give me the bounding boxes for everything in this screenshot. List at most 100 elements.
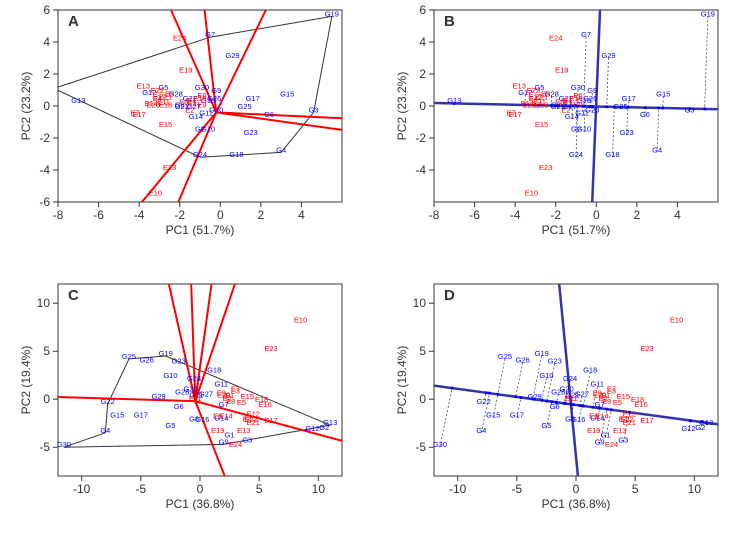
svg-text:E8: E8	[179, 97, 188, 106]
svg-text:E16: E16	[569, 94, 582, 103]
svg-text:E24: E24	[229, 440, 242, 449]
svg-text:G13: G13	[71, 96, 85, 105]
svg-text:-4: -4	[39, 163, 50, 177]
svg-text:G17: G17	[510, 410, 524, 419]
svg-text:E14: E14	[219, 411, 232, 420]
svg-text:E17: E17	[508, 110, 521, 119]
svg-text:G12: G12	[305, 424, 319, 433]
svg-text:G18: G18	[583, 365, 597, 374]
svg-text:E15: E15	[535, 120, 548, 129]
svg-text:E23: E23	[163, 163, 176, 172]
svg-text:G29: G29	[601, 51, 615, 60]
svg-text:G29: G29	[527, 392, 541, 401]
svg-text:E18: E18	[631, 395, 644, 404]
svg-text:-10: -10	[73, 482, 91, 496]
svg-text:E13: E13	[613, 426, 626, 435]
svg-text:5: 5	[256, 482, 263, 496]
svg-text:C: C	[68, 287, 79, 304]
svg-text:-2: -2	[174, 208, 185, 222]
svg-text:E18: E18	[535, 101, 548, 110]
svg-text:-6: -6	[93, 208, 104, 222]
svg-text:2: 2	[43, 67, 50, 81]
svg-text:G6: G6	[550, 402, 560, 411]
svg-text:G23: G23	[244, 128, 258, 137]
svg-text:G30: G30	[57, 440, 71, 449]
svg-text:6: 6	[43, 3, 50, 17]
svg-text:G23: G23	[172, 357, 186, 366]
svg-text:0: 0	[419, 99, 426, 113]
svg-text:E24: E24	[173, 33, 186, 42]
svg-text:-5: -5	[39, 440, 50, 454]
svg-text:G18: G18	[605, 150, 619, 159]
svg-text:E20: E20	[147, 101, 160, 110]
svg-text:0: 0	[419, 392, 426, 406]
svg-text:5: 5	[419, 344, 426, 358]
svg-text:10: 10	[688, 482, 702, 496]
svg-text:G16: G16	[571, 415, 585, 424]
svg-text:E10: E10	[670, 315, 683, 324]
svg-text:4: 4	[298, 208, 305, 222]
svg-text:E23: E23	[640, 344, 653, 353]
svg-text:PC2 (23.2%): PC2 (23.2%)	[19, 72, 33, 141]
svg-text:G24: G24	[193, 150, 207, 159]
svg-text:G4: G4	[652, 145, 662, 154]
svg-text:G16: G16	[195, 415, 209, 424]
svg-text:0: 0	[197, 482, 204, 496]
svg-text:-5: -5	[415, 440, 426, 454]
svg-text:G26: G26	[516, 356, 530, 365]
svg-text:PC1 (36.8%): PC1 (36.8%)	[542, 497, 611, 511]
svg-text:G20: G20	[209, 105, 223, 114]
svg-text:PC1 (51.7%): PC1 (51.7%)	[542, 223, 611, 237]
svg-text:E22: E22	[527, 86, 540, 95]
svg-text:G6: G6	[264, 110, 274, 119]
svg-text:-10: -10	[449, 482, 467, 496]
svg-text:G25: G25	[238, 102, 252, 111]
svg-text:E13: E13	[237, 426, 250, 435]
svg-text:G10: G10	[577, 125, 591, 134]
svg-text:E19: E19	[179, 65, 192, 74]
svg-text:G10: G10	[163, 371, 177, 380]
biplot-figure: -8-6-4-2024-6-4-20246PC1 (51.7%)PC2 (23.…	[0, 0, 738, 548]
svg-text:G3: G3	[309, 105, 319, 114]
svg-text:-6: -6	[39, 195, 50, 209]
svg-text:G18: G18	[207, 365, 221, 374]
svg-text:G23: G23	[620, 128, 634, 137]
svg-text:E18: E18	[255, 395, 268, 404]
svg-text:-6: -6	[469, 208, 480, 222]
svg-text:E24: E24	[605, 440, 618, 449]
svg-text:G11: G11	[590, 380, 604, 389]
svg-text:G15: G15	[280, 89, 294, 98]
svg-text:2: 2	[258, 208, 265, 222]
svg-text:A: A	[68, 13, 79, 30]
svg-text:G26: G26	[583, 94, 597, 103]
svg-text:E15: E15	[241, 392, 254, 401]
svg-text:G10: G10	[539, 371, 553, 380]
svg-text:10: 10	[413, 296, 427, 310]
svg-text:E7: E7	[607, 385, 616, 394]
svg-text:G12: G12	[681, 424, 695, 433]
svg-text:G22: G22	[101, 397, 115, 406]
svg-text:E18: E18	[159, 101, 172, 110]
svg-text:G3: G3	[618, 435, 628, 444]
svg-text:G9: G9	[219, 437, 229, 446]
svg-text:E17: E17	[640, 416, 653, 425]
svg-text:-4: -4	[510, 208, 521, 222]
svg-text:G20: G20	[585, 105, 599, 114]
svg-text:4: 4	[43, 35, 50, 49]
svg-text:G15: G15	[656, 89, 670, 98]
svg-text:G4: G4	[276, 145, 286, 154]
svg-text:E19: E19	[211, 426, 224, 435]
svg-text:G28: G28	[551, 387, 565, 396]
svg-text:-8: -8	[429, 208, 440, 222]
svg-text:G25: G25	[614, 102, 628, 111]
svg-text:G19: G19	[325, 9, 339, 18]
svg-text:G24: G24	[563, 374, 577, 383]
svg-text:10: 10	[312, 482, 326, 496]
svg-text:G29: G29	[225, 51, 239, 60]
svg-text:G15: G15	[486, 410, 500, 419]
svg-text:E11: E11	[189, 394, 202, 403]
svg-text:G11: G11	[214, 380, 228, 389]
svg-text:E10: E10	[149, 189, 162, 198]
svg-text:5: 5	[43, 344, 50, 358]
svg-text:G1: G1	[49, 81, 59, 90]
